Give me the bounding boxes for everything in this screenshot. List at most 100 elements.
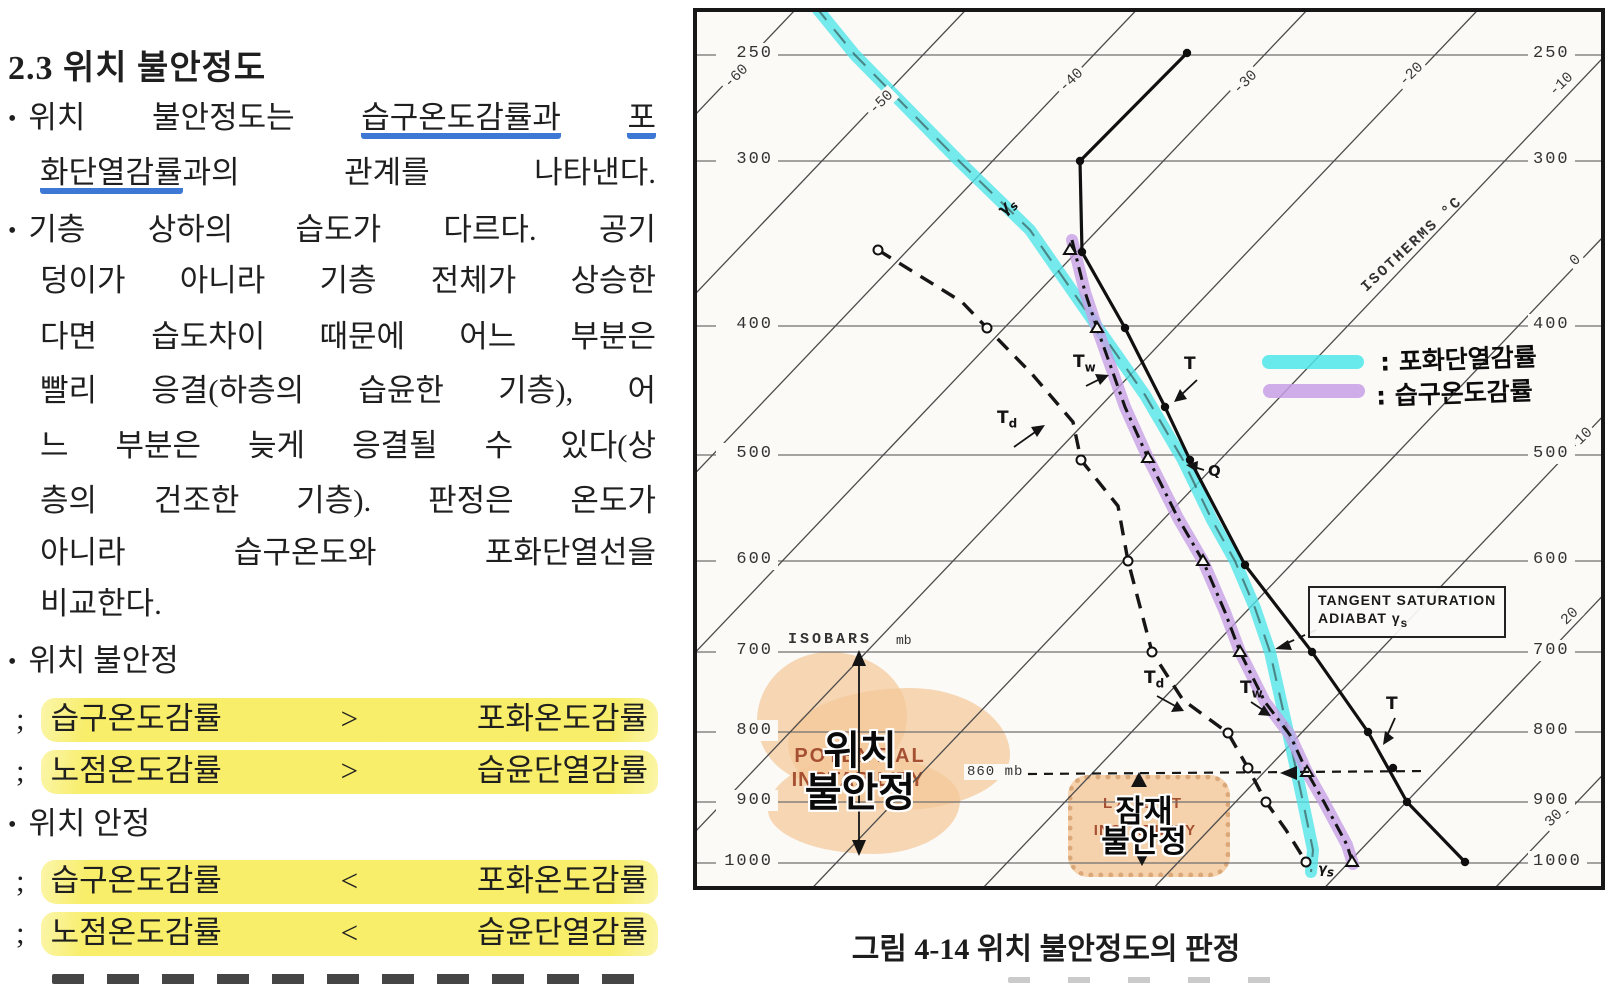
dew-point-marker: [1222, 727, 1234, 739]
bullet-glyph: •: [8, 812, 17, 838]
arrowhead: [1174, 389, 1187, 402]
arrowhead: [1258, 705, 1271, 716]
highlighted-term: 습구온도감률 > 포화온도감률: [40, 698, 658, 742]
text-line: 층의 건조한 기층). 판정은 온도가: [40, 483, 656, 518]
arrowhead: [1280, 766, 1297, 780]
text-line: ; 노점온도감률 < 습윤단열감률: [16, 911, 658, 959]
t-lower-leader: [1386, 717, 1396, 737]
figure-frame: [693, 8, 1605, 890]
text-segment: 위치 불안정: [28, 643, 179, 678]
arrowhead: [1275, 640, 1292, 650]
bullet-glyph: •: [8, 218, 17, 244]
arrowhead: [1095, 374, 1109, 385]
highlighted-term: 노점온도감률 > 습윤단열감률: [40, 750, 658, 794]
arrowhead: [1131, 772, 1147, 787]
text-line: 느 부분은 늦게 응결될 수 있다(상: [40, 428, 656, 463]
text-segment: 과의 관계를 나타낸다.: [182, 155, 656, 190]
wet-bulb-marker: [1344, 854, 1360, 867]
wet-bulb-marker: [1232, 644, 1248, 657]
semicolon-glyph: ;: [16, 915, 25, 950]
line-860mb: [1027, 769, 1429, 776]
dew-point-marker: [1300, 856, 1312, 868]
underlined-term: 습구온도감률과: [361, 100, 561, 139]
isotherm-line: [982, 236, 1603, 888]
text-segment: 기층 상하의 습도가 다르다. 공기: [28, 212, 656, 247]
td-upper-leader: [1013, 429, 1039, 448]
dew-point-line: [877, 248, 1308, 863]
wet-bulb-marker: [1140, 450, 1156, 463]
text-line: • 위치 안정: [8, 802, 150, 850]
isotherm-line: [695, 10, 967, 296]
underlined-term: 포: [627, 100, 656, 139]
temperature-marker: [1077, 247, 1087, 257]
isotherm-line: [811, 56, 1603, 888]
temperature-marker: [1307, 647, 1317, 657]
temperature-marker: [1185, 455, 1195, 465]
section-title: 2.3 위치 불안정도: [8, 50, 267, 87]
arrowhead: [852, 840, 866, 856]
dew-point-marker: [1075, 454, 1087, 466]
wet-bulb-marker: [1089, 320, 1105, 333]
text-line: • 기층 상하의 습도가 다르다. 공기: [8, 208, 656, 256]
temperature-marker: [1120, 323, 1130, 333]
saturation-adiabat-band: [810, 10, 1319, 878]
highlighted-term: 습구온도감률 < 포화온도감률: [40, 860, 658, 904]
bullet-glyph: •: [8, 649, 17, 675]
wet-bulb-marker: [1195, 553, 1211, 566]
isotherm-line: [695, 10, 1479, 833]
text-segment: 위치 불안정도는: [28, 100, 362, 135]
dew-point-marker: [1146, 646, 1158, 658]
semicolon-glyph: ;: [16, 753, 25, 788]
text-line: ; 습구온도감률 < 포화온도감률: [16, 859, 658, 907]
saturation-adiabat-print: [816, 10, 1315, 873]
wet-bulb-line: [1070, 239, 1355, 865]
temperature-marker: [1402, 797, 1412, 807]
dew-point-marker: [1242, 762, 1254, 774]
isotherm-line: [1323, 594, 1603, 888]
dew-point-marker: [1122, 555, 1134, 567]
arrowhead: [1383, 731, 1394, 745]
left-text-column: 2.3 위치 불안정도 • 위치 불안정도는 습구온도감률과 포 화단열감률과의 …: [0, 0, 668, 986]
tw-lower-leader: [1250, 701, 1264, 711]
text-line: 빨리 응결(하층의 습윤한 기층), 어: [40, 373, 656, 408]
isotherm-line: [695, 10, 1137, 475]
cut-off-marks: [1008, 977, 1308, 983]
data-series: [810, 10, 1470, 878]
temperature-marker: [1182, 48, 1192, 58]
arrowhead: [1031, 425, 1045, 437]
text-line: • 위치 불안정도는 습구온도감률과 포: [8, 96, 656, 144]
text-line: 덩이가 아니라 기층 전체가 상승한: [40, 263, 656, 298]
arrowhead: [1171, 701, 1184, 712]
text-line: 비교한다.: [40, 586, 162, 621]
isotherm-line: [1494, 773, 1603, 888]
isotherm-line: [695, 10, 1308, 654]
td-lower-leader: [1156, 695, 1178, 708]
text-line: ; 습구온도감률 > 포화온도감률: [16, 697, 658, 745]
figure-annotations: [693, 8, 1605, 890]
temperature-line: [1078, 51, 1467, 864]
temperature-marker: [1240, 560, 1250, 570]
highlighted-term: 노점온도감률 < 습윤단열감률: [40, 912, 658, 956]
dew-point-marker: [981, 322, 993, 334]
isotherm-line: [695, 10, 796, 116]
semicolon-glyph: ;: [16, 701, 25, 736]
semicolon-glyph: ;: [16, 863, 25, 898]
cut-off-text-line: [52, 974, 640, 984]
dew-point-marker: [1260, 796, 1272, 808]
temperature-marker: [1460, 857, 1470, 867]
wet-bulb-marker: [1062, 242, 1078, 255]
text-line: 아니라 습구온도와 포화단열선을: [40, 535, 656, 570]
text-line: 다면 습도차이 때문에 어느 부분은: [40, 319, 656, 354]
wet-bulb-band: [1066, 234, 1359, 870]
text-line: 화단열감률과의 관계를 나타낸다.: [40, 151, 656, 199]
text-segment: 위치 안정: [28, 806, 151, 841]
temperature-marker: [1388, 763, 1398, 773]
text-line: ; 노점온도감률 > 습윤단열감률: [16, 749, 658, 797]
temperature-marker: [1363, 727, 1373, 737]
dew-point-marker: [872, 244, 884, 256]
text-line: • 위치 불안정: [8, 639, 179, 687]
grid-lines: [695, 10, 1603, 888]
arrowhead: [852, 650, 866, 666]
